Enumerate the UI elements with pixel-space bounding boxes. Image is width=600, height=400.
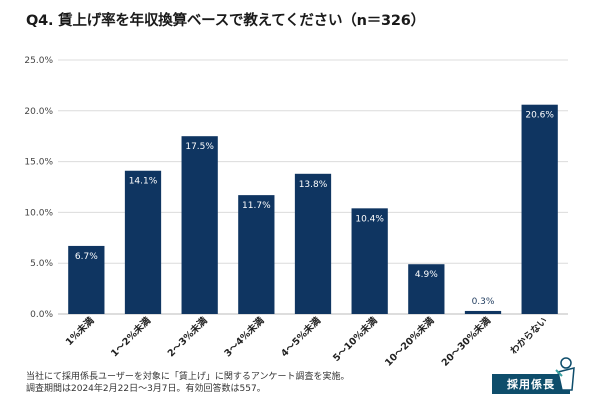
data-label: 11.7% — [242, 201, 271, 211]
y-tick-label: 15.0% — [24, 158, 53, 168]
footnote: 当社にて採用係長ユーザーを対象に「賃上げ」に関するアンケート調査を実施。 調査期… — [26, 372, 349, 395]
y-tick-label: 20.0% — [24, 107, 53, 117]
data-label: 20.6% — [525, 111, 554, 121]
y-tick-label: 5.0% — [30, 259, 53, 269]
data-label: 17.5% — [185, 142, 214, 152]
chart-title: Q4. 賃上げ率を年収換算ベースで教えてください（n＝326） — [26, 13, 425, 29]
category-label: 4～5%未満 — [278, 314, 323, 359]
brand-label: 採用係長 — [492, 374, 570, 394]
bar — [238, 195, 275, 314]
bar — [294, 173, 332, 314]
footnote-line-2: 調査期間は2024年2月22日～3月7日。有効回答数は557。 — [26, 383, 266, 394]
data-label: 0.3% — [472, 297, 495, 307]
data-label: 10.4% — [355, 214, 384, 224]
category-label: 5～10%未満 — [330, 314, 380, 364]
x-axis-categories: 1%未満 1～2%未満 2～3%未満 3～4%未満 4～5%未満 5～10%未満 10～20… — [63, 314, 550, 368]
category-label: 2～3%未満 — [165, 314, 210, 359]
data-labels: 6.7% 14.1% 17.5% 11.7% 13.8% 10.4% 4.9% 0.3% 20.… — [75, 111, 555, 307]
category-label: 1～2%未満 — [108, 314, 153, 359]
data-label: 4.9% — [415, 270, 438, 280]
y-tick-label: 25.0% — [24, 56, 53, 66]
data-label: 6.7% — [75, 252, 98, 262]
y-tick-label: 0.0% — [30, 310, 53, 320]
bars — [68, 104, 558, 314]
brand-logo: 採用係長 — [492, 356, 580, 400]
bar-chart: 0.0% 5.0% 10.0% 15.0% 20.0% 25.0% 6.7% 14.1% 17… — [24, 56, 568, 369]
category-label: 10～20%未満 — [382, 314, 436, 368]
bar — [124, 170, 162, 314]
brand-mascot-icon — [555, 357, 575, 391]
footnote-line-1: 当社にて採用係長ユーザーを対象に「賃上げ」に関するアンケート調査を実施。 — [26, 372, 350, 382]
bar — [464, 310, 502, 314]
category-label: わからない — [508, 315, 549, 356]
bar — [521, 104, 558, 314]
category-label: 1%未満 — [63, 314, 97, 348]
bar — [408, 264, 445, 314]
bar — [68, 245, 105, 314]
bar — [351, 208, 388, 314]
bar — [181, 136, 218, 314]
data-label: 14.1% — [129, 177, 158, 187]
category-label: 20～30%未満 — [439, 314, 493, 368]
y-axis-ticks: 0.0% 5.0% 10.0% 15.0% 20.0% 25.0% — [24, 56, 53, 320]
category-label: 3～4%未満 — [222, 314, 267, 359]
y-tick-label: 10.0% — [24, 208, 53, 218]
data-label: 13.8% — [299, 180, 328, 190]
